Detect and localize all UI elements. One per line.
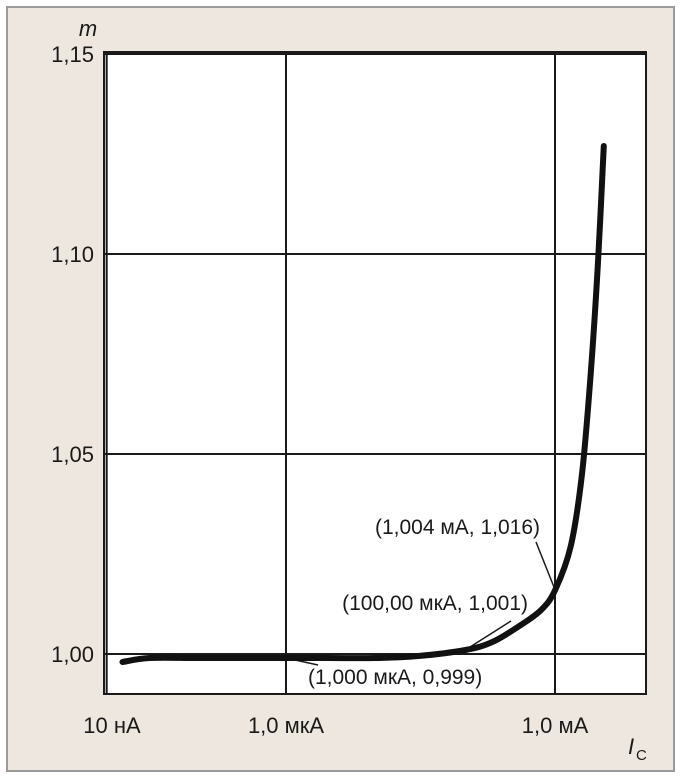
annotations: (1,004 мА, 1,016) (100,00 мкА, 1,001) (1,0…: [308, 516, 540, 689]
y-tick-label: 1,00: [51, 642, 94, 667]
annotation-label: (1,000 мкА, 0,999): [308, 666, 482, 689]
annotation-label: (100,00 мкА, 1,001): [342, 592, 528, 615]
x-tick-label: 1,0 мА: [522, 713, 589, 738]
chart-grid: [103, 51, 647, 695]
data-series: [119, 143, 607, 665]
x-tick-label: 1,0 мкА: [248, 713, 324, 738]
y-axis-label: m: [79, 16, 97, 41]
x-axis-label: I: [628, 734, 634, 759]
y-tick-label: 1,10: [51, 242, 94, 267]
series-line: [119, 143, 607, 665]
y-tick-label: 1,15: [51, 42, 94, 67]
tick-labels: 1,00 1,05 1,10 1,15 10 нА 1,0 мкА 1,0 мА: [51, 42, 588, 738]
annotation-leader: [464, 620, 512, 651]
y-tick-label: 1,05: [51, 442, 94, 467]
x-tick-label: 10 нА: [83, 713, 141, 738]
annotation-label: (1,004 мА, 1,016): [375, 516, 540, 539]
x-axis-label-subscript: C: [636, 747, 647, 764]
annotation-leader: [535, 541, 556, 591]
